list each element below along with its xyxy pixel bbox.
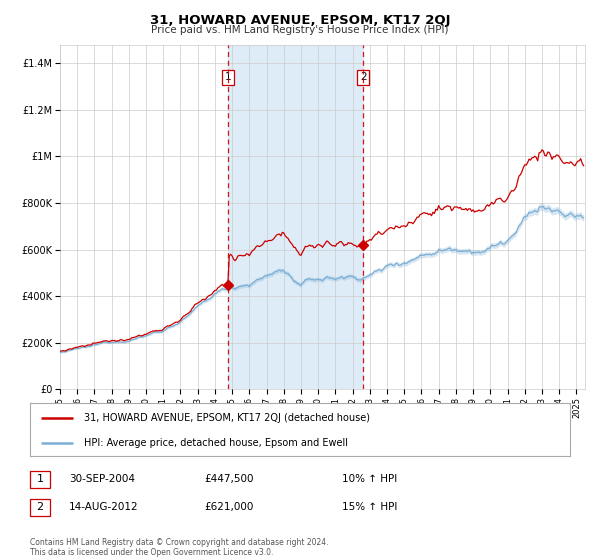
Text: 10% ↑ HPI: 10% ↑ HPI — [342, 474, 397, 484]
Text: £447,500: £447,500 — [204, 474, 254, 484]
Text: 1: 1 — [224, 72, 231, 82]
Text: 30-SEP-2004: 30-SEP-2004 — [69, 474, 135, 484]
Text: HPI: Average price, detached house, Epsom and Ewell: HPI: Average price, detached house, Epso… — [84, 438, 348, 448]
Text: Price paid vs. HM Land Registry's House Price Index (HPI): Price paid vs. HM Land Registry's House … — [151, 25, 449, 35]
Text: 31, HOWARD AVENUE, EPSOM, KT17 2QJ (detached house): 31, HOWARD AVENUE, EPSOM, KT17 2QJ (deta… — [84, 413, 370, 423]
Text: 31, HOWARD AVENUE, EPSOM, KT17 2QJ: 31, HOWARD AVENUE, EPSOM, KT17 2QJ — [150, 14, 450, 27]
Text: 2: 2 — [37, 502, 43, 512]
Text: 15% ↑ HPI: 15% ↑ HPI — [342, 502, 397, 512]
Text: £621,000: £621,000 — [204, 502, 253, 512]
Text: 2: 2 — [360, 72, 367, 82]
Text: 14-AUG-2012: 14-AUG-2012 — [69, 502, 139, 512]
Text: Contains HM Land Registry data © Crown copyright and database right 2024.
This d: Contains HM Land Registry data © Crown c… — [30, 538, 329, 557]
Bar — [228, 45, 363, 389]
Text: 1: 1 — [37, 474, 43, 484]
